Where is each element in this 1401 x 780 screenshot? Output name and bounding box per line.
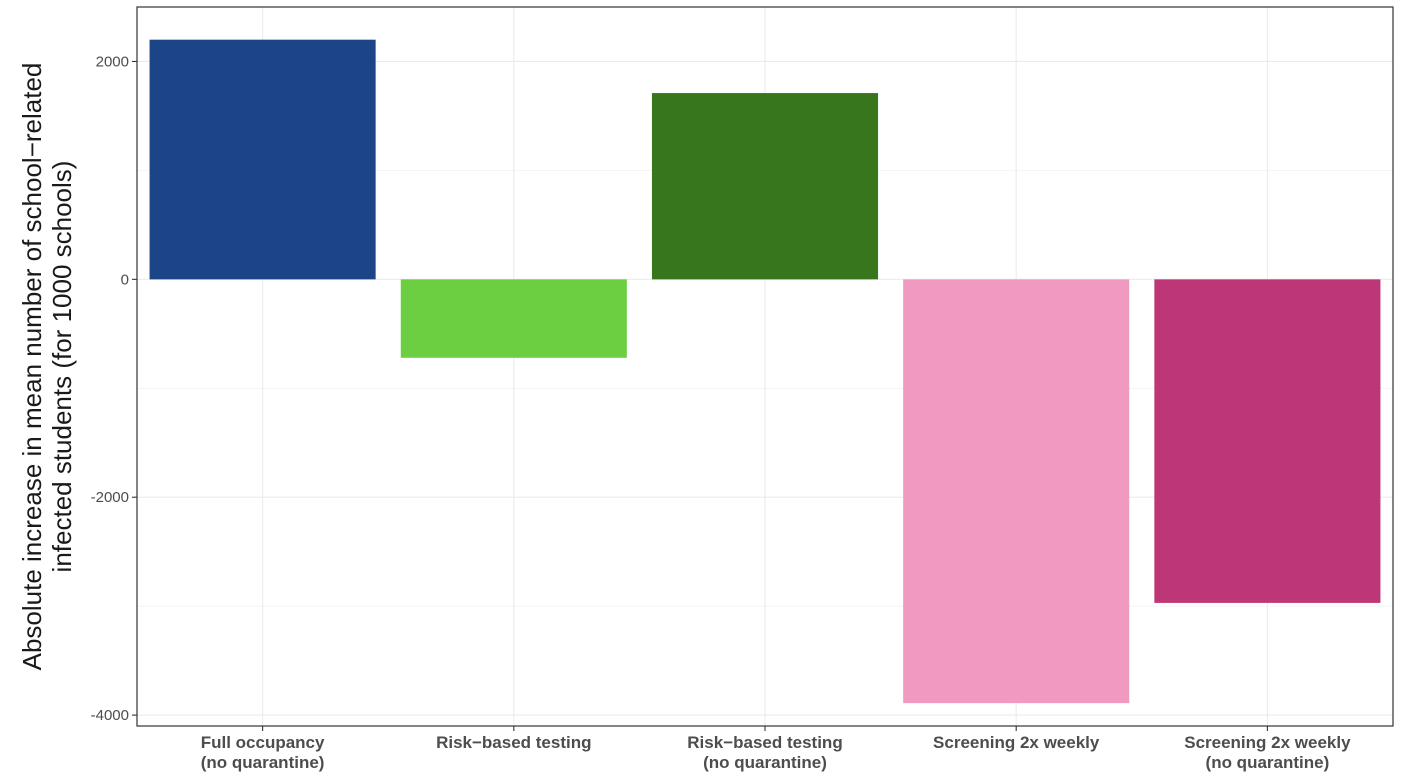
bar <box>903 279 1130 704</box>
x-axis: Full occupancy (no quarantine) Risk−based … <box>201 726 1351 772</box>
y-tick-label: -4000 <box>91 707 129 724</box>
bar <box>651 93 879 280</box>
x-tick-label: Risk−based testing (no quarantine) <box>687 733 842 772</box>
y-tick-label: 0 <box>121 271 129 288</box>
bar <box>149 39 376 280</box>
bar <box>400 279 627 358</box>
bars <box>149 39 1381 704</box>
x-tick-label: Full occupancy (no quarantine) <box>201 733 325 772</box>
bar <box>1154 279 1381 603</box>
x-tick-label: Risk−based testing <box>436 733 591 752</box>
y-tick-label: 2000 <box>96 53 129 70</box>
y-axis: 2000 0 -2000 -4000 <box>91 53 137 724</box>
x-tick-label: Screening 2x weekly <box>933 733 1100 752</box>
y-tick-label: -2000 <box>91 489 129 506</box>
y-axis-title: Absolute increase in mean number of scho… <box>17 63 77 671</box>
x-tick-label: Screening 2x weekly (no quarantine) <box>1184 733 1351 772</box>
